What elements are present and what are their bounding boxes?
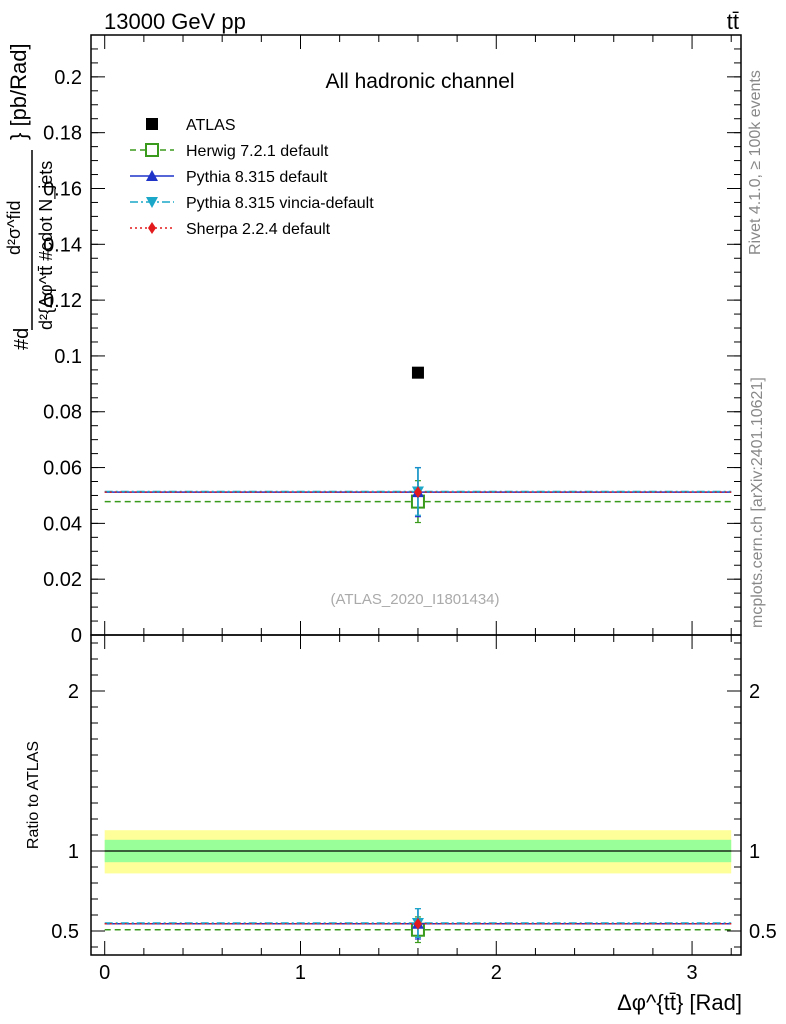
x-axis-label: Δφ^{tt̄} [Rad]: [617, 990, 742, 1015]
rivet-note: Rivet 4.1.0, ≥ 100k events: [747, 70, 764, 255]
legend-sherpa-2-2-4-default-label: Sherpa 2.2.4 default: [186, 221, 331, 238]
ratio-y-tick-label-right: 2: [749, 681, 760, 703]
main-atlas-marker: [411, 366, 424, 379]
ratio-panel: 0.5 0.5 1 1 2 2 0 1 2 3 Ratio to ATLAS Δφ^{tt̄} […: [25, 634, 777, 1015]
y-label-numerator: #d: [11, 328, 33, 350]
energy-label: 13000 GeV pp: [104, 9, 246, 34]
legend-pythia-8-315-default-marker: [146, 170, 158, 181]
y-label-denominator: d²{Δφ^tt̄ #cdot N_jets: [36, 161, 57, 330]
legend-pythia-8-315-default-label: Pythia 8.315 default: [186, 169, 328, 186]
legend-pythia-8-315-default-entry: Pythia 8.315 default: [130, 169, 328, 186]
main-y-tick-labels: 0 0.02 0.04 0.06 0.08 0.1 0.12 0.14 0.16 0.18 0.2: [43, 67, 82, 647]
legend-sherpa-2-2-4-default-entry: Sherpa 2.2.4 default: [130, 221, 331, 238]
x-tick-label: 2: [491, 962, 502, 984]
main-y-tick-label: 0.16: [43, 178, 82, 200]
x-tick-label: 1: [295, 962, 306, 984]
x-tick-label: 3: [686, 962, 697, 984]
main-y-tick-label: 0.08: [43, 402, 82, 424]
watermark: (ATLAS_2020_I1801434): [330, 591, 499, 608]
ratio-sherpa-2-2-4-default-marker: [413, 917, 422, 930]
ratio-ticks: [91, 635, 741, 955]
legend-herwig-7-2-1-default-marker: [145, 143, 159, 157]
main-sherpa-2-2-4-default-marker: [413, 486, 422, 499]
main-ticks: [91, 34, 741, 636]
main-y-tick-label: 0.2: [54, 67, 82, 89]
x-tick-label: 0: [99, 962, 110, 984]
main-y-tick-label: 0: [71, 625, 82, 647]
main-y-tick-label: 0.06: [43, 458, 82, 480]
ratio-band-layer: [104, 830, 732, 874]
legend-pythia-8-315-vincia-default-entry: Pythia 8.315 vincia-default: [130, 195, 374, 212]
main-y-axis-label: } [pb/Rad] #d d²σ^fid d²{Δφ^tt̄ #cdot N_…: [4, 43, 57, 350]
legend-atlas-marker: [146, 118, 158, 130]
legend-herwig-7-2-1-default-entry: Herwig 7.2.1 default: [130, 143, 329, 160]
y-label-sigma: d²σ^fid: [4, 200, 24, 255]
legend-sherpa-2-2-4-default-marker: [148, 222, 156, 234]
legend-pythia-8-315-vincia-default-marker: [146, 197, 158, 208]
process-label: tt̄: [727, 9, 739, 34]
ratio-y-tick-label-right: 1: [749, 841, 760, 863]
mcplots-note: mcplots.cern.ch [arXiv:2401.10621]: [749, 377, 766, 628]
ratio-y-axis-label: Ratio to ATLAS: [25, 741, 42, 849]
main-y-tick-label: 0.02: [43, 569, 82, 591]
ratio-tick-labels: 0.5 0.5 1 1 2 2 0 1 2 3: [51, 681, 777, 984]
ratio-y-tick-label-left: 2: [68, 681, 79, 703]
main-y-tick-label: 0.04: [43, 513, 82, 535]
main-atlas-series: [411, 366, 424, 379]
ratio-y-tick-label-left: 0.5: [51, 921, 79, 943]
legend: ATLAS Herwig 7.2.1 default Pythia 8.315 de…: [130, 117, 374, 238]
ratio-sherpa-2-2-4-default-series: [104, 917, 732, 930]
ratio-panel-frame: [90, 634, 742, 956]
main-y-tick-label: 0.18: [43, 123, 82, 145]
ratio-data-layer: [104, 907, 732, 944]
legend-pythia-8-315-vincia-default-label: Pythia 8.315 vincia-default: [186, 195, 374, 212]
main-y-tick-label: 0.12: [43, 290, 82, 312]
main-y-tick-label: 0.1: [54, 346, 82, 368]
main-sherpa-2-2-4-default-series: [104, 486, 732, 499]
y-label-units: } [pb/Rad]: [6, 43, 31, 140]
legend-herwig-7-2-1-default-label: Herwig 7.2.1 default: [186, 143, 329, 160]
main-title: All hadronic channel: [325, 70, 514, 93]
legend-atlas-entry: ATLAS: [146, 117, 236, 134]
main-y-tick-label: 0.14: [43, 234, 82, 256]
main-panel: 00.020.040.060.080.10.120.140.160.180.2 …: [4, 34, 742, 647]
main-data-layer: [104, 366, 732, 524]
ratio-y-tick-label-right: 0.5: [749, 921, 777, 943]
ratio-y-tick-label-left: 1: [68, 841, 79, 863]
legend-atlas-label: ATLAS: [186, 117, 236, 134]
